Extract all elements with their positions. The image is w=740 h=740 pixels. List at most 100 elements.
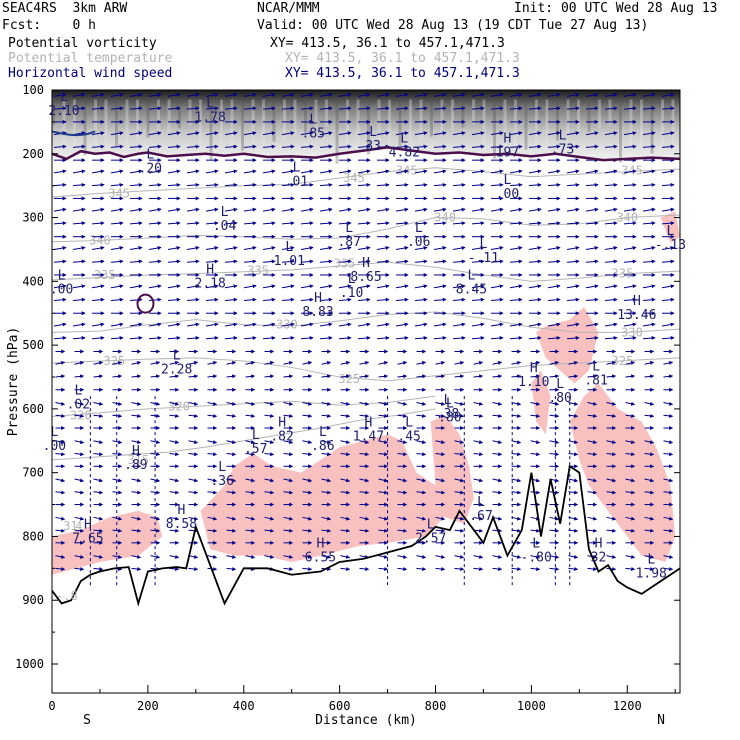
pv-extremum-marker: L <box>444 393 452 408</box>
wind-vector <box>509 131 523 136</box>
pv-extremum-marker: L <box>427 517 435 532</box>
pv-positive-patch <box>52 510 163 575</box>
wind-vector <box>397 413 408 418</box>
wind-vector <box>74 566 85 571</box>
wind-vector <box>378 413 389 418</box>
wind-vector <box>604 259 618 264</box>
wind-vector <box>205 131 219 136</box>
wind-vector <box>606 478 617 483</box>
wind-vector <box>530 401 541 406</box>
wind-vector <box>490 221 504 226</box>
wind-vector <box>568 490 579 495</box>
wind-vector <box>186 336 200 341</box>
wind-vector <box>321 440 332 445</box>
wind-vector <box>547 182 561 187</box>
wind-vector <box>433 322 447 327</box>
pv-extremum-value: .01 <box>285 174 308 189</box>
wind-vector <box>281 336 295 341</box>
wind-vector <box>53 336 67 341</box>
wind-vector <box>566 336 580 341</box>
pv-extremum-value: 1.98 <box>636 567 667 582</box>
wind-vector <box>148 169 162 174</box>
wind-vector <box>623 221 637 226</box>
stratosphere-streak <box>545 99 549 144</box>
wind-vector <box>378 490 389 495</box>
wind-vector <box>625 490 636 495</box>
wind-vector <box>604 284 618 289</box>
wind-vector <box>625 440 636 445</box>
wind-vector <box>321 478 332 483</box>
wind-vector <box>509 169 523 174</box>
wind-vector <box>509 92 523 97</box>
pv-extremum-value: 2.18 <box>195 276 226 291</box>
wind-vector <box>74 516 85 521</box>
wind-vector <box>264 361 275 365</box>
pv-extremum-marker: L <box>319 425 327 440</box>
wind-vector <box>566 322 580 327</box>
wind-vector <box>264 413 275 418</box>
pv-extremum-value: 33 <box>365 139 381 154</box>
wind-vector <box>300 106 314 111</box>
pv-extremum-marker: H <box>633 294 641 309</box>
stratosphere-streak <box>146 99 150 138</box>
stratosphere-streak <box>608 99 612 126</box>
wind-vector <box>74 361 85 365</box>
x-tick-label: 800 <box>425 699 447 713</box>
wind-vector <box>74 490 85 495</box>
wind-vector <box>129 144 143 149</box>
wind-vector <box>148 106 162 111</box>
pv-extremum-value: 8.83 <box>302 305 333 320</box>
theta-label: 315 <box>127 453 149 467</box>
wind-vector <box>376 182 390 187</box>
wind-vector <box>226 566 237 571</box>
wind-vector <box>511 374 522 379</box>
wind-vector <box>433 246 447 250</box>
wind-vector <box>262 259 276 264</box>
wind-vector <box>74 554 85 559</box>
pv-extremum-value: .45 <box>397 429 420 444</box>
wind-vector <box>492 478 503 483</box>
wind-vector <box>433 169 447 174</box>
wind-vector <box>283 452 294 457</box>
wind-vector <box>302 554 313 559</box>
wind-vector <box>245 361 256 365</box>
stratosphere-streak <box>178 99 181 129</box>
wind-vector <box>264 554 275 559</box>
wind-vector <box>186 131 200 136</box>
wind-vector <box>224 259 238 264</box>
wind-vector <box>186 259 200 264</box>
wind-vector <box>243 92 257 97</box>
wind-vector <box>167 297 181 302</box>
wind-vector <box>300 221 314 226</box>
wind-vector <box>490 182 504 187</box>
wind-vector <box>224 182 238 187</box>
wind-vector <box>188 516 199 521</box>
wind-vector <box>53 259 67 264</box>
header-fcst: Fcst: 0 h <box>2 18 96 33</box>
wind-vector <box>55 374 66 379</box>
wind-vector <box>186 182 200 187</box>
wind-vector <box>644 566 655 571</box>
pv-extremum-marker: H <box>317 537 325 552</box>
pv-extremum-marker: L <box>345 221 353 236</box>
wind-vector <box>91 259 105 264</box>
wind-vector <box>283 361 294 365</box>
stratosphere-streak <box>52 99 55 125</box>
wind-vector <box>74 478 85 483</box>
stratosphere-streak <box>650 99 654 154</box>
theta-contour-330 <box>52 311 680 333</box>
wind-vector <box>72 207 86 212</box>
wind-vector <box>585 144 599 149</box>
wind-vector <box>74 374 85 379</box>
wind-vector <box>416 361 427 365</box>
wind-vector <box>283 554 294 559</box>
wind-vector <box>169 478 180 483</box>
wind-vector <box>416 554 427 559</box>
wind-vector <box>663 374 674 379</box>
wind-vector <box>72 246 86 250</box>
wind-vector <box>587 528 598 533</box>
header-org: NCAR/MMM <box>257 1 320 16</box>
theta-label: 345 <box>108 186 130 200</box>
pv-extremum-value: .80 <box>438 410 461 425</box>
wind-vector <box>224 131 238 136</box>
